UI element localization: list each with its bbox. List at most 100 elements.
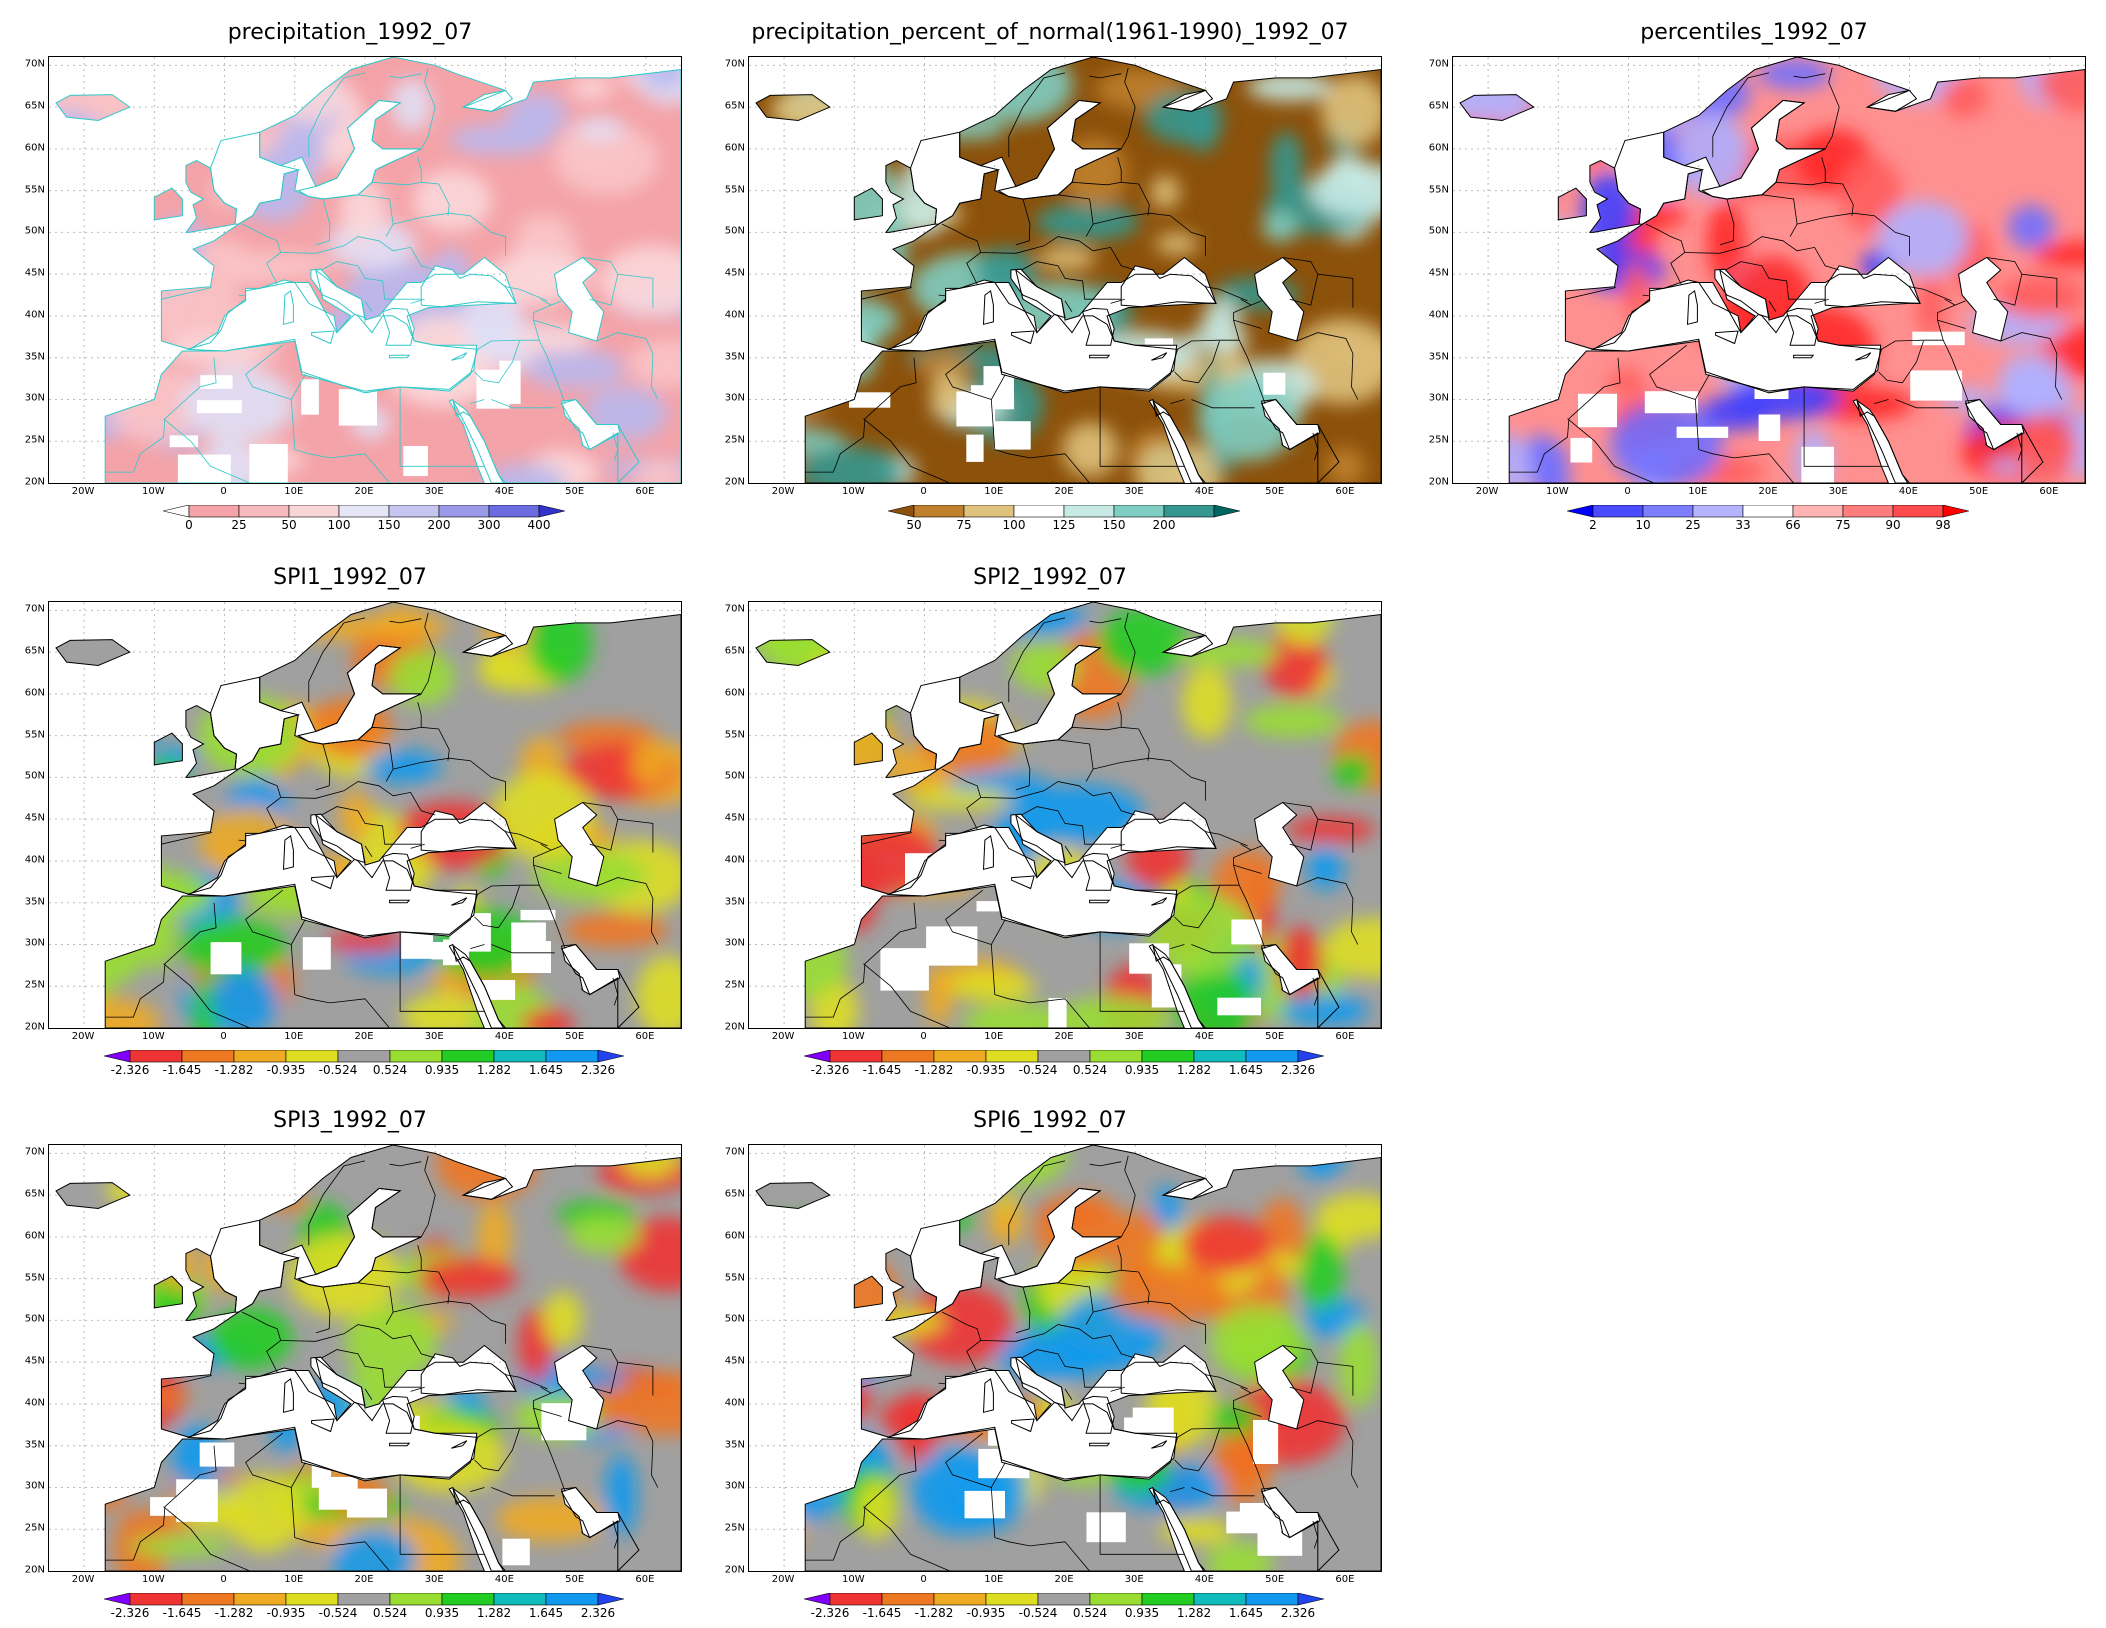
country-border	[1281, 1531, 1286, 1536]
country-border	[1064, 845, 1073, 858]
latitude-tick-label: 35N	[1428, 351, 1449, 363]
longitude-labels: 20W 10W 0 10E 20E 30E 40E 50E 60E	[48, 486, 680, 500]
country-border	[1878, 340, 1924, 384]
colorbar-label: 150	[1102, 518, 1126, 532]
colorbar-label: 125	[1052, 518, 1076, 532]
longitude-tick-label: 30E	[424, 486, 444, 497]
country-border	[1170, 399, 1185, 404]
country-border	[1312, 977, 1319, 1006]
coastline	[1591, 279, 1882, 394]
latitude-tick-label: 55N	[724, 184, 745, 196]
water-body	[421, 810, 516, 852]
longitude-tick-label: 10W	[842, 1574, 865, 1585]
country-border	[1170, 1487, 1185, 1492]
water-body	[1714, 269, 1769, 318]
coastline	[296, 99, 422, 200]
map-canvas	[49, 1145, 681, 1571]
coastline	[452, 1487, 507, 1571]
longitude-tick-label: 50E	[565, 1574, 585, 1585]
map-canvas	[749, 602, 1381, 1028]
latitude-tick-label: 70N	[724, 1146, 745, 1158]
coastline	[1964, 398, 2025, 451]
colorbar-label: 50	[281, 518, 297, 532]
coastline	[461, 1177, 514, 1200]
colorbar-max-arrow	[1942, 504, 1970, 518]
water-body	[1958, 257, 2008, 341]
coastline	[381, 307, 415, 346]
water-body	[1254, 1345, 1304, 1429]
latitude-labels: 70N 65N 60N 55N 50N 45N 40N 35N 30N 25N 20N	[0, 56, 45, 488]
map-canvas	[749, 1145, 1381, 1571]
country-border	[538, 1428, 566, 1492]
latitude-tick-label: 40N	[724, 309, 745, 321]
water-body	[1261, 399, 1320, 450]
longitude-tick-label: 50E	[1265, 1574, 1285, 1585]
coastline	[1152, 399, 1207, 483]
country-border	[1110, 843, 1125, 849]
water-body	[1082, 853, 1115, 891]
country-border	[1015, 743, 1031, 791]
panel-title: SPI6_1992_07	[973, 1108, 1127, 1133]
coastline	[461, 634, 514, 657]
coastline	[1260, 398, 1321, 451]
country-border	[315, 198, 331, 246]
country-border	[1694, 374, 1734, 459]
panel-title: precipitation_1992_07	[227, 20, 473, 45]
coastline	[311, 875, 335, 890]
colorbar-swatch	[1141, 1049, 1195, 1063]
country-border	[161, 832, 212, 845]
country-border	[421, 726, 450, 761]
longitude-tick-label: 20W	[71, 1031, 95, 1042]
colorbar-swatch	[1013, 504, 1065, 518]
water-body	[382, 308, 415, 346]
colorbar-swatches	[103, 1049, 625, 1063]
colorbar-swatches	[1566, 504, 1970, 518]
coastline	[1865, 89, 1918, 112]
latitude-tick-label: 30N	[24, 392, 45, 404]
latitude-tick-label: 35N	[24, 1439, 45, 1451]
country-border	[612, 977, 619, 1006]
country-border	[505, 831, 548, 847]
coastline	[1010, 1356, 1066, 1407]
longitude-tick-label: 40E	[494, 1574, 514, 1585]
coastline	[389, 899, 411, 904]
country-border	[861, 1375, 912, 1388]
country-border	[1099, 931, 1185, 1012]
water-body	[1152, 945, 1206, 1028]
country-border	[980, 781, 1136, 816]
country-border	[1317, 818, 1354, 853]
country-border	[163, 418, 251, 483]
latitude-tick-label: 30N	[24, 937, 45, 949]
colorbar-swatch	[1592, 504, 1644, 518]
water-body	[382, 853, 415, 891]
country-border	[1312, 432, 1319, 461]
longitude-tick-label: 50E	[1969, 486, 1989, 497]
country-border	[421, 1269, 450, 1304]
water-body	[382, 1396, 415, 1434]
latitude-tick-label: 60N	[24, 1230, 45, 1242]
colorbar-label: 66	[1785, 518, 1801, 532]
colorbar-swatch	[493, 1049, 547, 1063]
map	[748, 601, 1382, 1029]
panel-percent-of-normal: precipitation_percent_of_normal(1961-199…	[700, 20, 1400, 540]
longitude-tick-label: 10E	[284, 1574, 304, 1585]
colorbar-label: 100	[327, 518, 351, 532]
country-border	[1565, 287, 1616, 300]
colorbar-swatch	[488, 504, 540, 518]
country-border	[1120, 612, 1136, 695]
colorbar-label: -0.935	[966, 1063, 1006, 1077]
country-border	[941, 223, 982, 285]
country-border	[1649, 344, 1696, 400]
coastline	[1700, 99, 1826, 200]
country-border	[420, 1155, 436, 1238]
country-border	[245, 1432, 292, 1488]
country-border	[1099, 386, 1185, 467]
coastline	[55, 639, 131, 667]
country-border	[1177, 1388, 1262, 1438]
longitude-tick-label: 40E	[494, 486, 514, 497]
country-border	[357, 739, 394, 782]
water-body	[298, 1188, 422, 1287]
country-border	[1296, 1420, 1359, 1488]
coastline	[1793, 354, 1815, 359]
water-body	[298, 100, 422, 199]
